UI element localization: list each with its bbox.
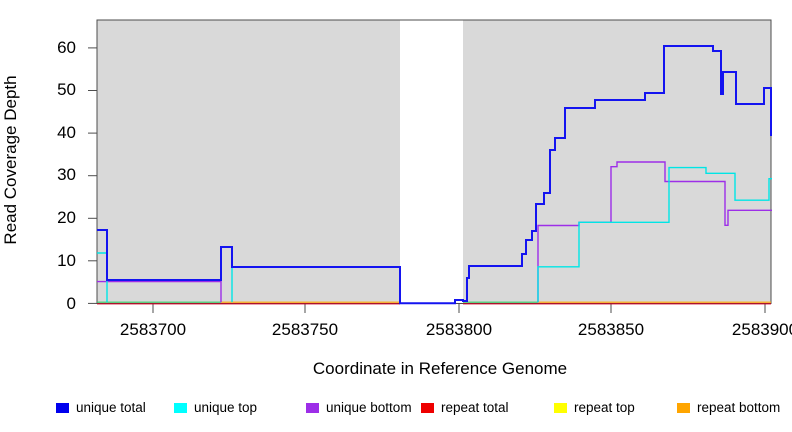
svg-text:unique total: unique total (76, 400, 146, 415)
svg-text:repeat total: repeat total (441, 400, 509, 415)
svg-text:2583800: 2583800 (426, 320, 492, 339)
svg-text:20: 20 (57, 208, 76, 227)
svg-text:50: 50 (57, 80, 76, 99)
svg-text:Coordinate in Reference Genome: Coordinate in Reference Genome (313, 359, 567, 378)
svg-text:2583900: 2583900 (732, 320, 792, 339)
svg-text:2583750: 2583750 (272, 320, 338, 339)
svg-text:40: 40 (57, 123, 76, 142)
svg-text:2583700: 2583700 (120, 320, 186, 339)
svg-text:repeat top: repeat top (574, 400, 635, 415)
svg-text:10: 10 (57, 251, 76, 270)
svg-text:60: 60 (57, 38, 76, 57)
svg-text:unique top: unique top (194, 400, 257, 415)
svg-text:2583850: 2583850 (578, 320, 644, 339)
svg-text:30: 30 (57, 165, 76, 184)
svg-text:Read Coverage Depth: Read Coverage Depth (1, 75, 20, 244)
svg-text:unique bottom: unique bottom (326, 400, 412, 415)
svg-text:repeat bottom: repeat bottom (697, 400, 780, 415)
svg-text:0: 0 (67, 294, 76, 313)
